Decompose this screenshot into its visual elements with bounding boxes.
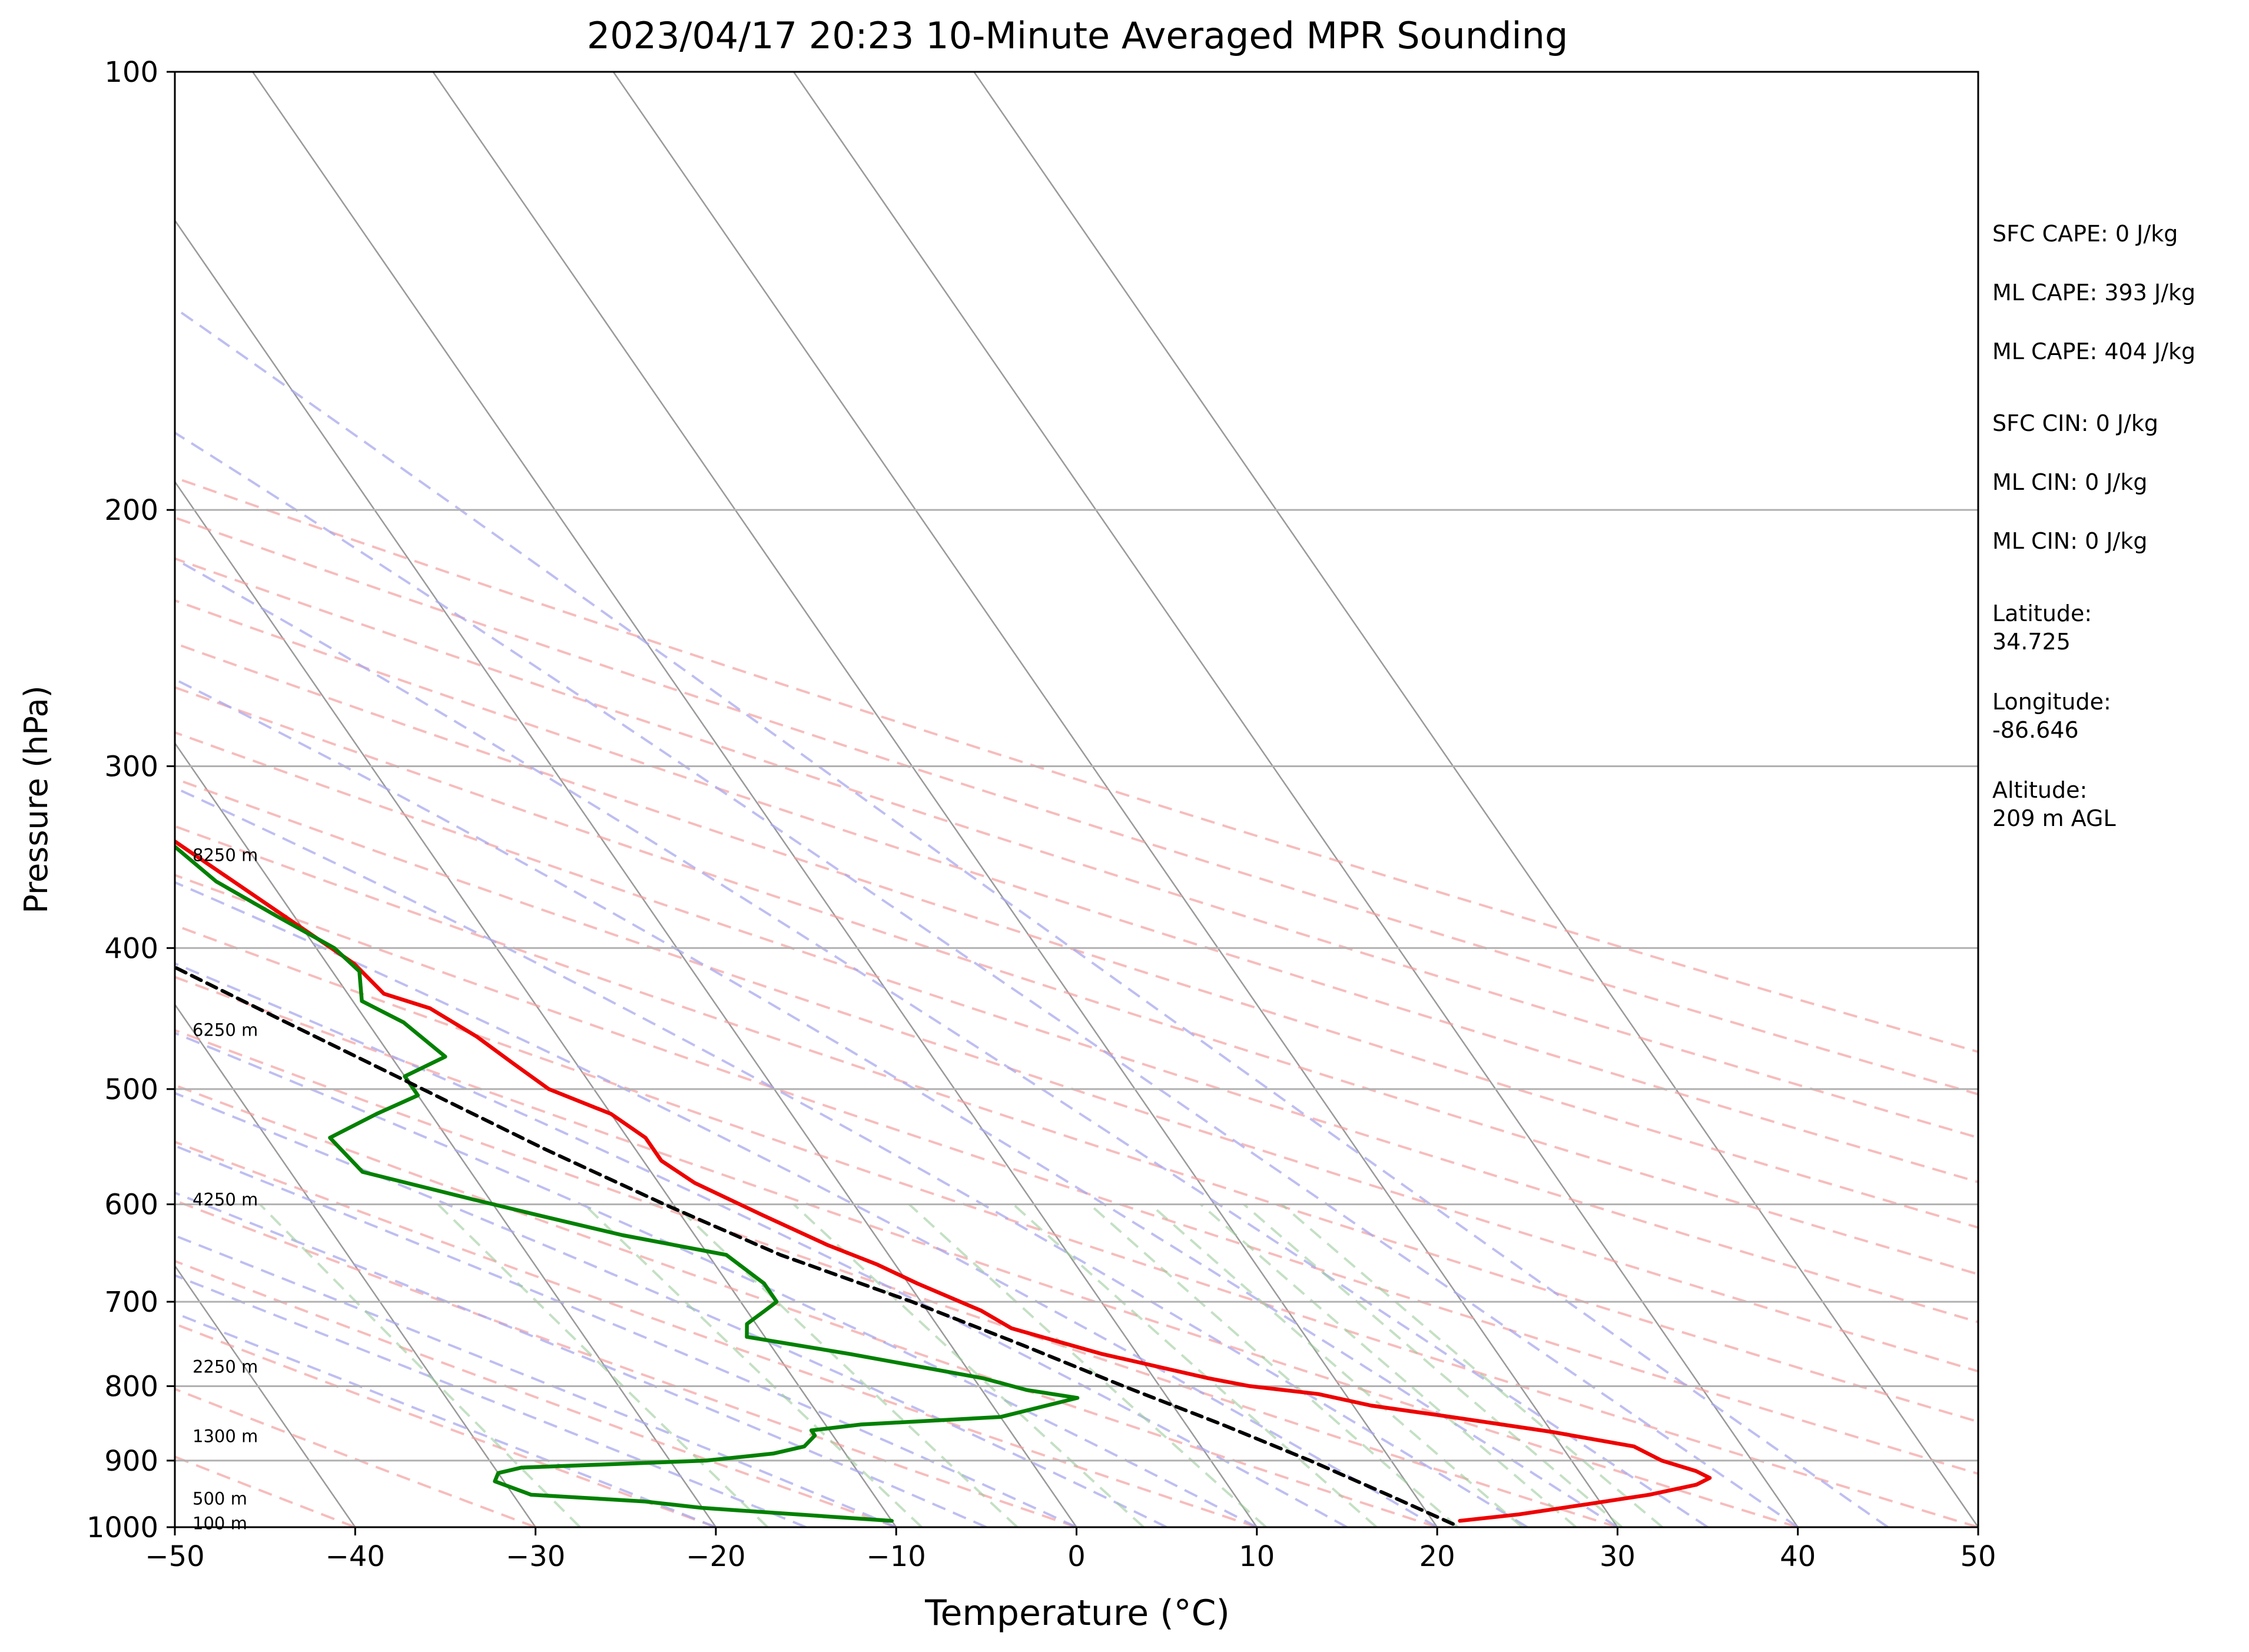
parcel-path-line <box>175 965 1455 1526</box>
dry-adiabat-line <box>175 1388 536 1527</box>
moist-adiabat-line <box>175 962 1348 1527</box>
height-label: 500 m <box>193 1489 247 1509</box>
annotation-ml-cin: ML CIN: 0 J/kg <box>1992 469 2148 495</box>
y-tick-label: 700 <box>104 1286 158 1319</box>
y-axis-label: Pressure (hPa) <box>18 685 55 913</box>
isotherm-line <box>175 1264 356 1527</box>
temperature-line <box>175 839 1712 1523</box>
moist-adiabat-line <box>175 1312 717 1527</box>
y-tick-label: 1000 <box>87 1511 158 1544</box>
dry-adiabat-line <box>175 476 1978 1053</box>
pressure-grid <box>175 71 1978 1528</box>
height-label: 4250 m <box>193 1190 258 1210</box>
y-axis-ticks: 1000 900 800 700 600 500 400 300 200 100 <box>87 56 175 1544</box>
annotation-sfc-cin: SFC CIN: 0 J/kg <box>1992 410 2159 436</box>
dry-adiabat-line <box>175 599 1978 1183</box>
dry-adiabat-line <box>175 1199 1077 1527</box>
dry-adiabat-line <box>175 1084 1438 1527</box>
mixing-ratio-line <box>1012 1203 1378 1527</box>
dry-adiabat-line <box>175 642 1978 1229</box>
dry-adiabat-line <box>175 924 1978 1527</box>
mixing-ratio-line <box>908 1203 1267 1527</box>
moist-adiabat-line <box>175 306 1889 1527</box>
dry-adiabat-line <box>175 686 1978 1276</box>
x-tick-label: −40 <box>326 1540 385 1573</box>
y-tick-label: 600 <box>104 1189 158 1222</box>
moist-adiabat-line <box>175 1145 1077 1527</box>
annotation-ml-cape-2: ML CAPE: 404 J/kg <box>1992 339 2196 364</box>
annotation-sfc-cape: SFC CAPE: 0 J/kg <box>1992 221 2178 247</box>
moist-adiabat-line <box>175 1234 897 1527</box>
dry-adiabat-line <box>175 1140 1258 1527</box>
mixing-ratio-line <box>1281 1203 1663 1527</box>
height-label: 8250 m <box>193 845 258 865</box>
y-tick-label: 500 <box>104 1073 158 1106</box>
moist-adiabat-line <box>175 1274 807 1527</box>
height-labels: 8250 m 6250 m 4250 m 2250 m 1300 m 500 m 100 m <box>193 845 258 1533</box>
background-lines <box>175 72 1978 1527</box>
isotherm-line <box>792 72 1799 1527</box>
dry-adiabat-line <box>175 1322 717 1527</box>
x-tick-label: −20 <box>686 1540 745 1573</box>
isotherm-line <box>973 72 1978 1527</box>
y-tick-label: 800 <box>104 1370 158 1403</box>
x-tick-label: −30 <box>506 1540 565 1573</box>
x-tick-label: −50 <box>145 1540 204 1573</box>
y-tick-label: 400 <box>104 932 158 965</box>
dry-adiabat-line <box>175 731 1978 1323</box>
dry-adiabat-line <box>175 1259 897 1527</box>
height-label: 100 m <box>193 1513 247 1533</box>
moist-adiabat-line <box>175 1031 1258 1527</box>
y-tick-label: 200 <box>104 494 158 527</box>
moist-adiabat-line <box>175 786 1528 1527</box>
isotherm-line <box>175 1003 536 1527</box>
x-tick-label: 50 <box>1960 1540 1996 1573</box>
x-tick-label: −10 <box>867 1540 926 1573</box>
isotherm-line <box>612 72 1618 1527</box>
dry-adiabat-line <box>175 825 1978 1424</box>
x-tick-label: 10 <box>1239 1540 1275 1573</box>
x-axis-ticks: −50 −40 −30 −20 −10 0 10 20 30 40 50 <box>145 1527 1996 1573</box>
x-tick-label: 20 <box>1419 1540 1455 1573</box>
mixing-ratio-line <box>583 1203 923 1527</box>
dry-adiabat-line <box>175 516 1978 1096</box>
annotation-longitude: Longitude: -86.646 <box>1992 689 2111 743</box>
moist-adiabat-line <box>175 558 1709 1527</box>
chart-title: 2023/04/17 20:23 10-Minute Averaged MPR … <box>587 14 1568 57</box>
y-tick-label: 900 <box>104 1445 158 1478</box>
x-tick-label: 30 <box>1600 1540 1636 1573</box>
annotation-altitude: Altitude: 209 m AGL <box>1992 777 2116 831</box>
isotherm-line <box>175 219 1077 1527</box>
annotation-latitude: Latitude: 34.725 <box>1992 601 2092 655</box>
dry-adiabat-line <box>175 874 1978 1475</box>
x-axis-label: Temperature (°C) <box>924 1593 1230 1634</box>
height-label: 2250 m <box>193 1356 258 1376</box>
isotherm-line <box>252 72 1258 1527</box>
mixing-ratio-line <box>259 1203 581 1527</box>
height-label: 1300 m <box>193 1426 258 1446</box>
dry-adiabat-line <box>175 976 1799 1527</box>
series-lines <box>175 839 1712 1526</box>
isotherm-line <box>175 480 897 1527</box>
dry-adiabat-line <box>175 1029 1618 1527</box>
y-tick-label: 300 <box>104 750 158 783</box>
mixing-ratio-line <box>1200 1203 1577 1527</box>
plot-frame <box>174 71 1979 1528</box>
annotation-ml-cin-2: ML CIN: 0 J/kg <box>1992 528 2148 554</box>
height-label: 6250 m <box>193 1020 258 1040</box>
annotation-ml-cape: ML CAPE: 393 J/kg <box>1992 280 2196 306</box>
dewpoint-line <box>175 844 1080 1523</box>
isotherm-line <box>432 72 1438 1527</box>
x-tick-label: 0 <box>1067 1540 1086 1573</box>
x-tick-label: 40 <box>1780 1540 1816 1573</box>
mixing-ratio-line <box>1243 1203 1623 1527</box>
y-tick-label: 100 <box>104 56 158 89</box>
mixing-ratio-line <box>1149 1203 1524 1527</box>
moist-adiabat-line <box>175 431 1799 1527</box>
isotherm-line <box>175 742 717 1527</box>
moist-adiabat-line <box>175 678 1618 1527</box>
moist-adiabat-line <box>175 881 1438 1527</box>
